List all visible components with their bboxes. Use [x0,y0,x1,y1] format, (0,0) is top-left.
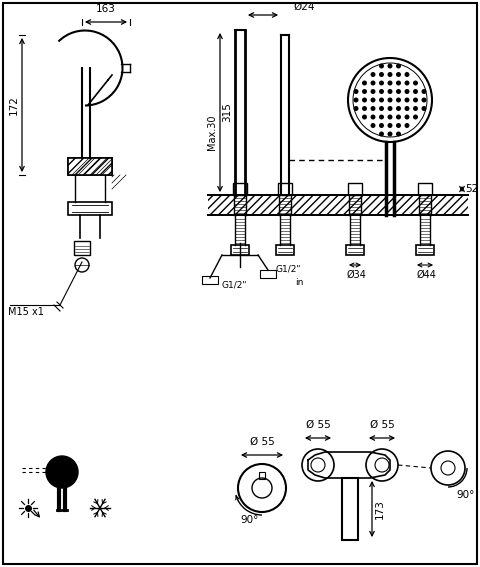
Circle shape [405,115,409,120]
Circle shape [362,115,367,120]
Text: 90°: 90° [241,515,259,525]
Circle shape [348,58,432,142]
Circle shape [396,115,401,120]
Text: Ø24: Ø24 [293,2,314,12]
Circle shape [371,98,375,103]
Text: Max.30: Max.30 [207,115,217,150]
Circle shape [421,98,427,103]
Text: Ø 55: Ø 55 [370,420,395,430]
Bar [259,472,265,479]
Circle shape [371,106,375,111]
Polygon shape [308,452,390,478]
Circle shape [379,72,384,77]
Circle shape [413,98,418,103]
Circle shape [405,106,409,111]
Circle shape [379,98,384,103]
Text: Ø 55: Ø 55 [250,437,275,447]
Text: 173: 173 [375,499,385,519]
Circle shape [371,115,375,120]
Circle shape [362,106,367,111]
Circle shape [405,98,409,103]
Text: 172: 172 [9,95,19,115]
Bar [278,183,292,195]
Circle shape [405,123,409,128]
Circle shape [379,89,384,94]
Text: 315: 315 [222,103,232,122]
Circle shape [379,123,384,128]
Circle shape [46,456,78,488]
Circle shape [371,89,375,94]
Circle shape [387,132,393,137]
Bar [276,245,294,255]
Bar [231,245,249,255]
Bar [416,245,434,255]
Circle shape [353,98,359,103]
Circle shape [353,106,359,111]
Text: in: in [295,278,303,287]
Bar [342,478,358,540]
Circle shape [396,123,401,128]
Circle shape [396,89,401,94]
Bar [260,270,276,278]
Text: G1/2": G1/2" [222,281,248,290]
Circle shape [371,72,375,77]
Circle shape [421,89,427,94]
Circle shape [387,106,393,111]
Circle shape [379,132,384,137]
Text: Ø 55: Ø 55 [306,420,330,430]
Circle shape [396,106,401,111]
Bar [68,158,112,175]
Circle shape [396,64,401,69]
Circle shape [387,115,393,120]
Text: Ø44: Ø44 [417,270,437,280]
Text: G1/2": G1/2" [275,265,300,274]
Circle shape [379,64,384,69]
Circle shape [379,81,384,86]
Bar [68,158,112,175]
Circle shape [413,115,418,120]
Circle shape [387,72,393,77]
Text: Ø34: Ø34 [347,270,367,280]
Bar [418,183,432,195]
Circle shape [405,89,409,94]
Bar [74,241,90,255]
Circle shape [387,64,393,69]
Circle shape [379,115,384,120]
Bar [208,195,468,215]
Circle shape [362,81,367,86]
Text: M15 x1: M15 x1 [8,307,44,317]
Circle shape [371,123,375,128]
Bar [202,276,218,284]
Circle shape [396,81,401,86]
Circle shape [379,106,384,111]
Bar [348,183,362,195]
Circle shape [413,81,418,86]
Circle shape [405,72,409,77]
Circle shape [362,98,367,103]
Circle shape [421,106,427,111]
Circle shape [387,123,393,128]
Circle shape [413,89,418,94]
Bar [233,183,247,195]
Circle shape [387,98,393,103]
Circle shape [353,89,359,94]
Circle shape [366,449,398,481]
Text: 163: 163 [96,4,116,14]
Circle shape [396,132,401,137]
Text: 52: 52 [465,184,478,194]
Circle shape [413,106,418,111]
Circle shape [387,81,393,86]
Circle shape [396,72,401,77]
Circle shape [302,449,334,481]
Circle shape [362,89,367,94]
Circle shape [405,81,409,86]
Circle shape [387,89,393,94]
Bar [346,245,364,255]
Text: 90°: 90° [456,490,474,500]
Bar [68,202,112,215]
Circle shape [371,81,375,86]
Circle shape [396,98,401,103]
